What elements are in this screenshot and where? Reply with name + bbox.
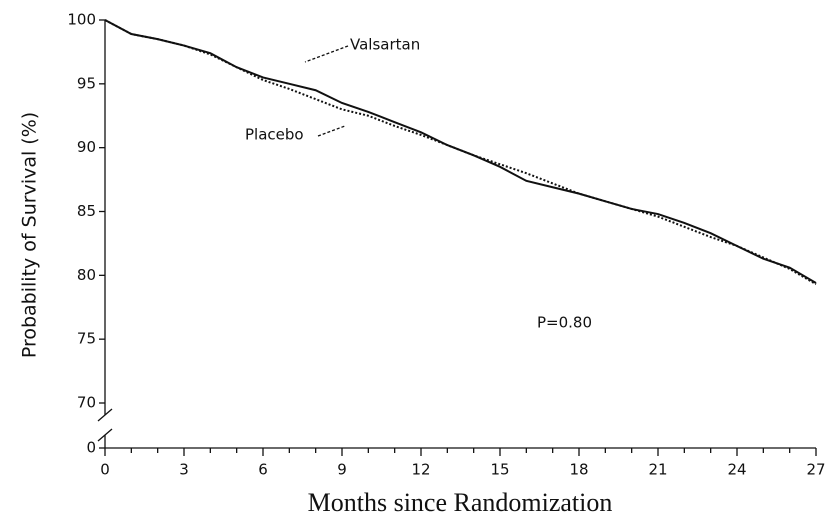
x-tick-label: 21: [648, 461, 667, 479]
y-tick-label: 80: [77, 266, 96, 284]
y-tick-label: 90: [77, 138, 96, 156]
series-line: [104, 19, 817, 284]
x-tick-label: 9: [337, 461, 347, 479]
x-tick-label: 27: [806, 461, 825, 479]
legend-label: Placebo: [245, 126, 304, 144]
y-tick-label: 100: [67, 11, 96, 29]
x-tick-label: 6: [258, 461, 268, 479]
annotation: P=0.80: [537, 314, 592, 332]
x-tick-label: 18: [569, 461, 588, 479]
y-tick-label: 75: [77, 330, 96, 348]
x-tick-label: 12: [411, 461, 430, 479]
x-tick-label: 3: [179, 461, 189, 479]
axis-break: [97, 428, 113, 442]
x-tick-label: 24: [727, 461, 746, 479]
leader-line: [317, 125, 346, 137]
y-tick-label: 70: [77, 394, 96, 412]
leader-line: [304, 45, 349, 63]
x-tick-label: 0: [100, 461, 110, 479]
y-tick-label: 0: [86, 439, 96, 457]
y-tick-label: 95: [77, 74, 96, 92]
series-line: [104, 19, 817, 286]
x-axis-label: Months since Randomization: [308, 488, 613, 517]
x-tick-label: 15: [490, 461, 509, 479]
axis-break: [97, 408, 113, 422]
y-axis-label: Probability of Survival (%): [19, 112, 41, 358]
y-tick-label: 85: [77, 202, 96, 220]
legend-label: Valsartan: [350, 36, 420, 54]
